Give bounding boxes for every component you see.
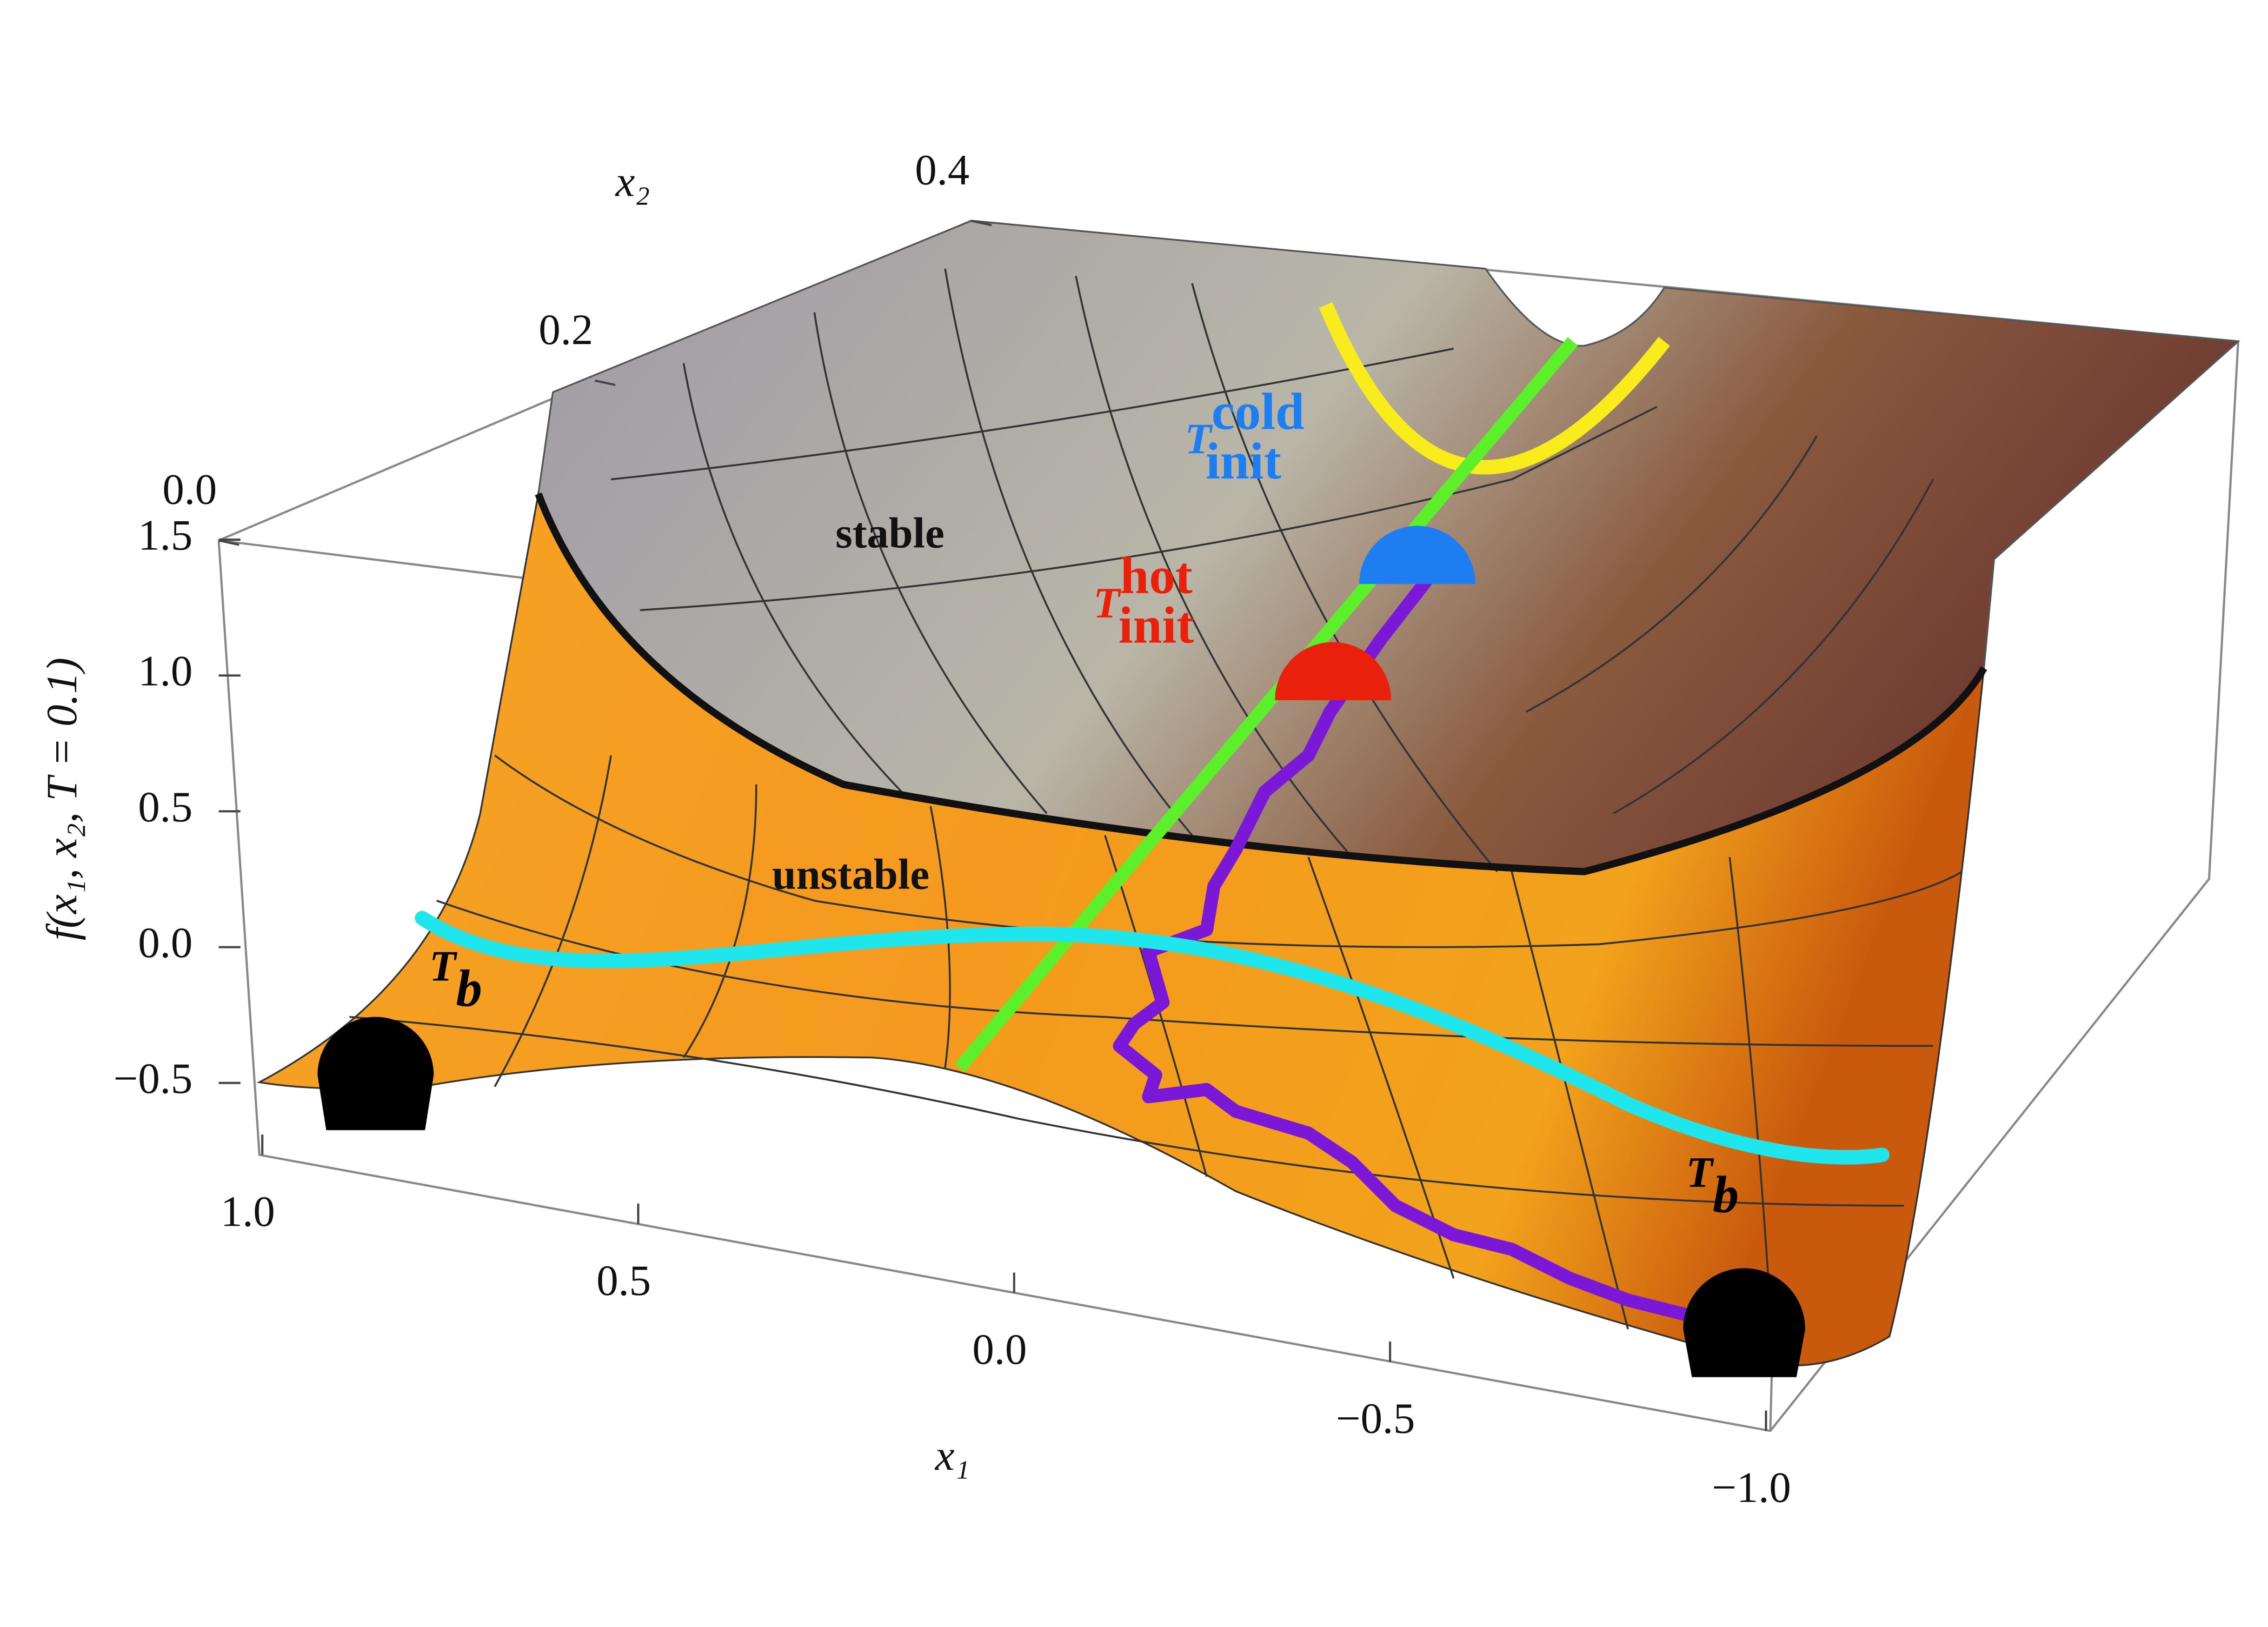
annotation-subscript: init (1118, 597, 1194, 654)
x2-tick (218, 539, 239, 546)
x1-tick-label: 0.5 (597, 1256, 651, 1305)
x2-tick-label: 0.2 (539, 305, 593, 354)
z-tick-label: 0.5 (138, 783, 193, 831)
annotation-subscript: b (1713, 1166, 1739, 1223)
cold-marker (1359, 525, 1476, 584)
x2-axis-label: x₂ (615, 157, 650, 206)
hot-marker (1275, 642, 1391, 700)
x2-tick-label: 0.4 (915, 146, 970, 194)
annotation-symbol: T (1686, 1148, 1715, 1196)
annotation-symbol: T (1093, 578, 1122, 627)
x2-tick (971, 219, 992, 226)
annotation: Tcold init (1185, 383, 1304, 490)
annotation: Tb (1686, 1148, 1739, 1223)
region-label: unstable (772, 850, 930, 899)
z-tick-label: −0.5 (113, 1055, 193, 1103)
z-tick-label: 1.0 (138, 647, 193, 695)
annotation-subscript: init (1206, 432, 1281, 490)
region-label: stable (836, 509, 944, 557)
x2-tick (594, 379, 616, 386)
x1-tick-label: −0.5 (1336, 1395, 1415, 1443)
minimum-marker (1683, 1268, 1805, 1377)
annotation: Tb (429, 942, 482, 1017)
x1-tick-label: 0.0 (972, 1325, 1027, 1374)
x1-tick-label: 1.0 (220, 1187, 275, 1235)
cyan-curve (415, 910, 1890, 1165)
labels: x₁ x₂ f(x₁, x₂, T = 0.1) stable unstable (38, 157, 970, 1480)
z-tick-label: 1.5 (138, 511, 193, 559)
annotation-superscript: hot (1120, 547, 1192, 604)
x2-tick-label: 0.0 (162, 465, 217, 514)
annotation-symbol: T (429, 942, 458, 990)
x1-tick-label: −1.0 (1712, 1463, 1791, 1512)
annotation-subscript: b (456, 960, 482, 1017)
annotation-symbol: T (1185, 414, 1213, 463)
annotation-superscript: cold (1211, 383, 1304, 440)
minimum-marker (317, 1016, 434, 1130)
x1-axis-label: x₁ (934, 1431, 970, 1480)
green-line (954, 337, 1578, 1072)
purple-path (1113, 570, 1802, 1336)
z-tick-label: 0.0 (138, 918, 193, 967)
z-axis-label: f(x₁, x₂, T = 0.1) (38, 657, 86, 940)
annotation: Thot init (1093, 547, 1194, 654)
